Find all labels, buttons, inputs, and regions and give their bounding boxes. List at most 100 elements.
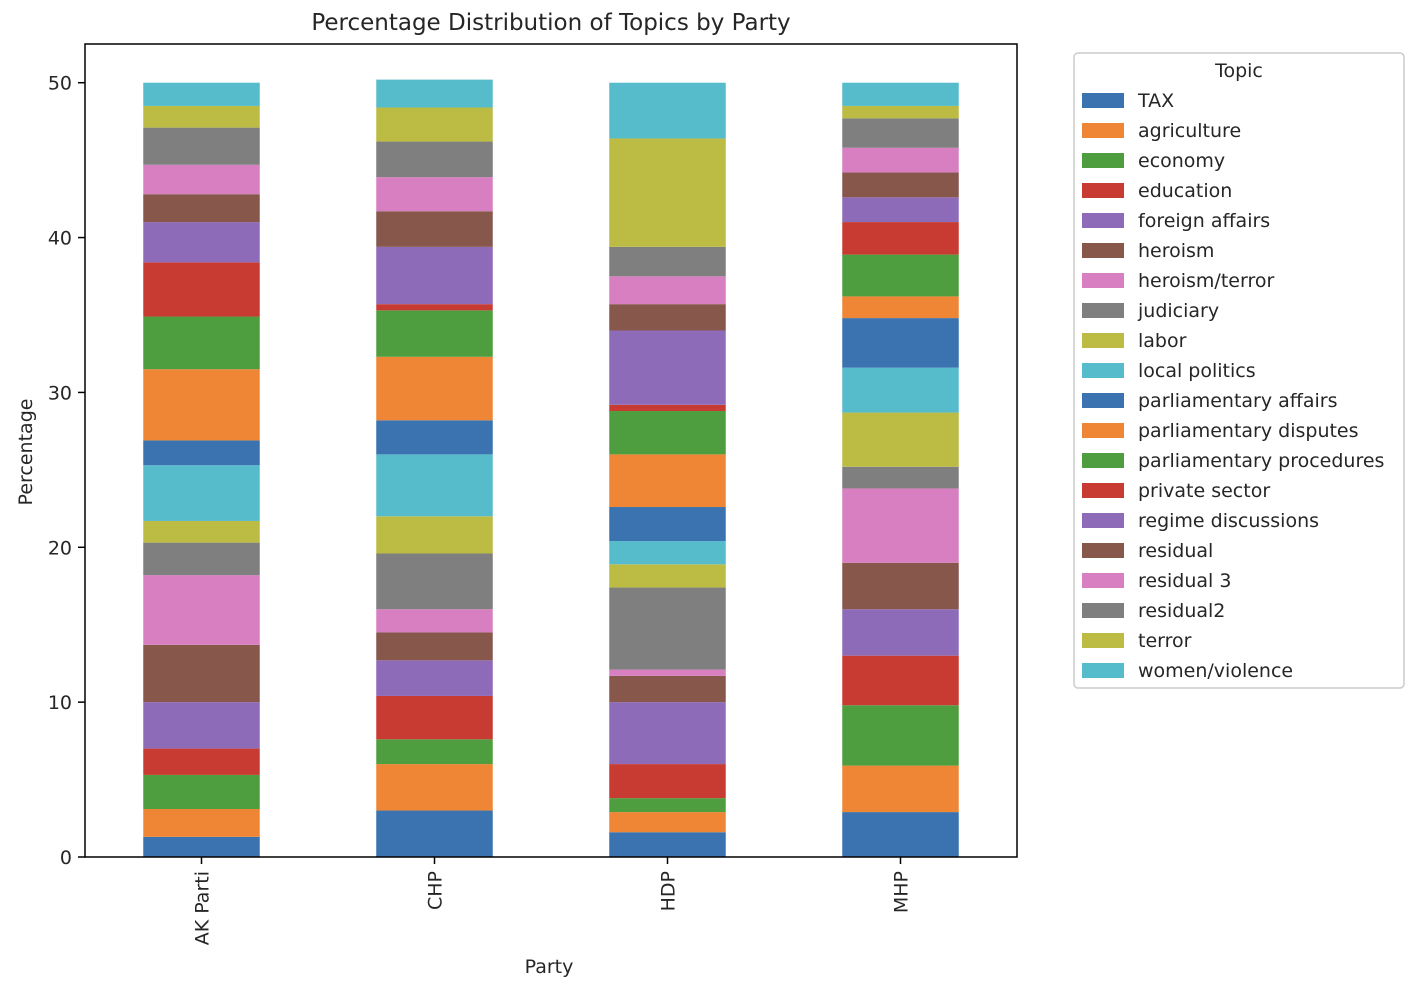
legend-swatch-judiciary bbox=[1082, 303, 1124, 318]
bar-economy-hdp bbox=[609, 798, 726, 813]
legend-swatch-heroism bbox=[1082, 243, 1124, 258]
bar-residual-ak-parti bbox=[143, 194, 260, 223]
bar-residual-3-ak-parti bbox=[143, 164, 260, 195]
bar-women-violence-ak-parti bbox=[143, 82, 260, 106]
legend-swatch-residual bbox=[1082, 543, 1124, 558]
y-axis-label: Percentage bbox=[15, 399, 37, 506]
bar-agriculture-mhp bbox=[842, 765, 959, 813]
bar-women-violence-mhp bbox=[842, 82, 959, 106]
bar-residual-hdp bbox=[609, 304, 726, 331]
x-tick-label-mhp: MHP bbox=[891, 871, 913, 913]
legend-label-parliamentary-procedures: parliamentary procedures bbox=[1138, 450, 1384, 472]
bar-agriculture-ak-parti bbox=[143, 808, 260, 837]
plot-area-frame bbox=[84, 43, 1018, 858]
legend-label-education: education bbox=[1138, 180, 1232, 202]
legend-swatch-economy bbox=[1082, 153, 1124, 168]
y-tick-label: 10 bbox=[48, 692, 72, 714]
legend-label-agriculture: agriculture bbox=[1138, 120, 1241, 142]
bar-education-mhp bbox=[842, 655, 959, 706]
legend-swatch-private-sector bbox=[1082, 483, 1124, 498]
legend-swatch-heroism-terror bbox=[1082, 273, 1124, 288]
bar-judiciary-mhp bbox=[842, 466, 959, 489]
bar-local-politics-hdp bbox=[609, 541, 726, 565]
legend-swatch-terror bbox=[1082, 633, 1124, 648]
bar-tax-chp bbox=[376, 810, 493, 857]
bar-labor-ak-parti bbox=[143, 520, 260, 543]
bar-parliamentary-disputes-hdp bbox=[609, 454, 726, 508]
bar-residual-3-hdp bbox=[609, 276, 726, 305]
legend-swatch-local-politics bbox=[1082, 363, 1124, 378]
bar-terror-mhp bbox=[842, 105, 959, 119]
bar-local-politics-ak-parti bbox=[143, 465, 260, 521]
bar-tax-mhp bbox=[842, 812, 959, 857]
legend-swatch-parliamentary-disputes bbox=[1082, 423, 1124, 438]
bar-foreign-affairs-mhp bbox=[842, 609, 959, 656]
bar-education-hdp bbox=[609, 764, 726, 799]
bar-judiciary-chp bbox=[376, 553, 493, 610]
y-tick-label: 20 bbox=[48, 537, 72, 559]
bar-judiciary-hdp bbox=[609, 587, 726, 670]
bar-residual2-hdp bbox=[609, 246, 726, 277]
legend-title: Topic bbox=[1214, 60, 1263, 82]
bar-residual-3-mhp bbox=[842, 147, 959, 173]
x-tick-label-hdp: HDP bbox=[658, 871, 680, 911]
bar-foreign-affairs-chp bbox=[376, 660, 493, 696]
bar-labor-hdp bbox=[609, 564, 726, 588]
bar-residual2-chp bbox=[376, 141, 493, 178]
bar-economy-chp bbox=[376, 739, 493, 765]
legend-swatch-education bbox=[1082, 183, 1124, 198]
bar-tax-ak-parti bbox=[143, 836, 260, 857]
x-tick-label-chp: CHP bbox=[425, 871, 447, 910]
legend-items: TAX agriculture economy education foreign af… bbox=[1082, 90, 1384, 682]
legend-swatch-residual2 bbox=[1082, 603, 1124, 618]
bar-heroism-terror-chp bbox=[376, 609, 493, 633]
bar-agriculture-chp bbox=[376, 764, 493, 811]
legend-label-heroism-terror: heroism/terror bbox=[1138, 270, 1274, 292]
x-axis: AK Parti CHP HDP MHP bbox=[192, 857, 913, 945]
bar-heroism-terror-mhp bbox=[842, 488, 959, 563]
legend-label-women-violence: women/violence bbox=[1138, 660, 1293, 682]
legend-label-local-politics: local politics bbox=[1138, 360, 1256, 382]
bars-group bbox=[143, 79, 959, 857]
bar-parliamentary-affairs-ak-parti bbox=[143, 440, 260, 466]
legend-label-heroism: heroism bbox=[1138, 240, 1214, 262]
bar-parliamentary-disputes-chp bbox=[376, 356, 493, 421]
legend-swatch-foreign-affairs bbox=[1082, 213, 1124, 228]
bar-heroism-terror-ak-parti bbox=[143, 575, 260, 645]
bar-residual-chp bbox=[376, 211, 493, 247]
bar-regime-discussions-mhp bbox=[842, 197, 959, 223]
bar-parliamentary-affairs-mhp bbox=[842, 318, 959, 368]
bar-labor-mhp bbox=[842, 412, 959, 467]
legend-swatch-labor bbox=[1082, 333, 1124, 348]
y-tick-label: 50 bbox=[48, 73, 72, 95]
bar-heroism-hdp bbox=[609, 675, 726, 703]
legend-swatch-regime-discussions bbox=[1082, 513, 1124, 528]
bar-heroism-ak-parti bbox=[143, 644, 260, 703]
legend-label-parliamentary-disputes: parliamentary disputes bbox=[1138, 420, 1359, 442]
legend-label-labor: labor bbox=[1138, 330, 1187, 352]
chart-title: Percentage Distribution of Topics by Par… bbox=[311, 10, 790, 36]
y-tick-label: 30 bbox=[48, 382, 72, 404]
bar-education-ak-parti bbox=[143, 748, 260, 775]
legend-label-foreign-affairs: foreign affairs bbox=[1138, 210, 1270, 232]
bar-regime-discussions-ak-parti bbox=[143, 222, 260, 263]
legend-swatch-parliamentary-affairs bbox=[1082, 393, 1124, 408]
bar-private-sector-ak-parti bbox=[143, 262, 260, 317]
bar-heroism-chp bbox=[376, 632, 493, 661]
bar-parliamentary-procedures-ak-parti bbox=[143, 316, 260, 370]
bar-parliamentary-affairs-hdp bbox=[609, 507, 726, 542]
bar-regime-discussions-hdp bbox=[609, 330, 726, 405]
y-axis: 0 10 20 30 40 50 bbox=[48, 73, 85, 869]
bar-terror-hdp bbox=[609, 138, 726, 247]
bar-residual-mhp bbox=[842, 172, 959, 198]
legend-label-tax: TAX bbox=[1137, 90, 1174, 112]
bar-education-chp bbox=[376, 695, 493, 740]
bar-tax-hdp bbox=[609, 832, 726, 857]
bar-private-sector-hdp bbox=[609, 404, 726, 412]
legend-swatch-tax bbox=[1082, 93, 1124, 108]
bar-residual2-mhp bbox=[842, 118, 959, 148]
bar-residual-3-chp bbox=[376, 177, 493, 212]
legend-label-judiciary: judiciary bbox=[1137, 300, 1219, 322]
y-tick-label: 40 bbox=[48, 228, 72, 250]
